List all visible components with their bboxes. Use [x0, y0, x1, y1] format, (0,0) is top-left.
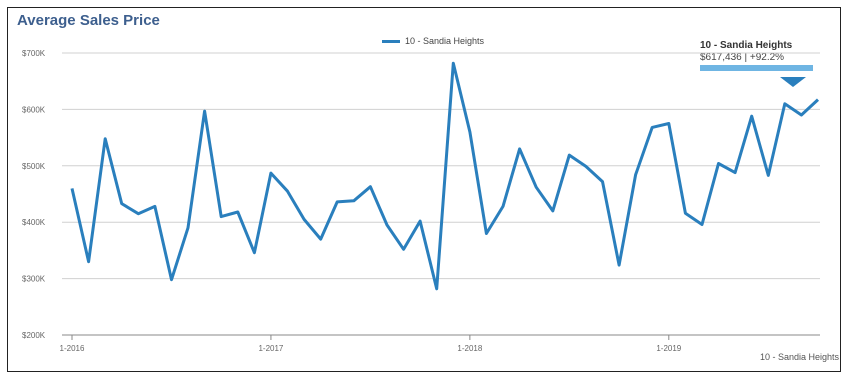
y-tick-label: $400K — [22, 218, 46, 227]
series-line-sandia-heights — [70, 61, 820, 291]
legend-swatch — [382, 39, 400, 43]
callout-pointer-icon — [780, 77, 806, 87]
series-footer-label: 10 - Sandia Heights — [760, 352, 840, 362]
callout-series-name: 10 - Sandia Heights — [700, 40, 793, 51]
legend-label: 10 - Sandia Heights — [405, 36, 485, 46]
y-tick-label: $700K — [22, 49, 46, 58]
legend[interactable]: 10 - Sandia Heights — [382, 36, 484, 46]
x-tick-label: 1-2019 — [656, 344, 681, 353]
y-tick-label: $600K — [22, 105, 46, 114]
y-tick-label: $200K — [22, 331, 46, 340]
y-tick-label: $500K — [22, 162, 46, 171]
y-tick-label: $300K — [22, 275, 46, 284]
chart-title: Average Sales Price — [17, 12, 160, 29]
callout-bar — [700, 65, 813, 71]
x-tick-label: 1-2016 — [60, 344, 85, 353]
x-tick-label: 1-2018 — [457, 344, 482, 353]
x-tick-label: 1-2017 — [258, 344, 283, 353]
callout-value: $617,436 | +92.2% — [700, 52, 785, 63]
tooltip-callout: 10 - Sandia Heights $617,436 | +92.2% — [700, 40, 813, 71]
